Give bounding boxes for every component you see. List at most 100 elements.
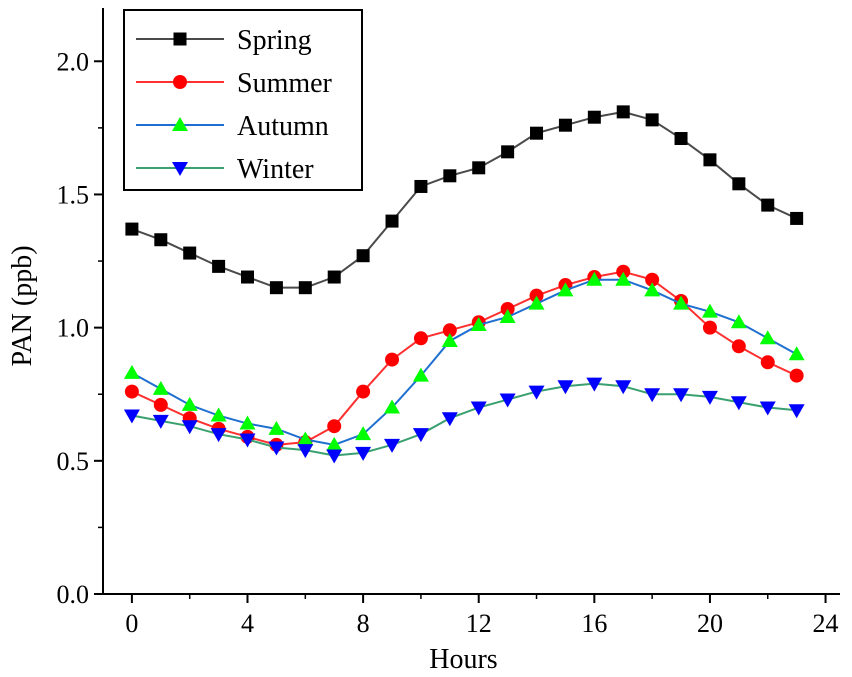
- data-point-winter: [557, 380, 574, 395]
- data-point-autumn: [210, 407, 227, 422]
- y-tick-label: 0.5: [57, 447, 90, 476]
- data-point-spring: [154, 233, 168, 247]
- data-point-winter: [152, 414, 169, 429]
- data-point-spring: [298, 281, 312, 295]
- x-tick-label: 0: [125, 609, 138, 638]
- data-point-spring: [732, 177, 746, 191]
- data-point-winter: [268, 441, 285, 456]
- data-point-autumn: [297, 431, 314, 446]
- series-autumn: [123, 271, 805, 451]
- data-point-spring: [501, 145, 515, 159]
- data-point-autumn: [152, 380, 169, 395]
- data-point-winter: [181, 420, 198, 435]
- data-point-autumn: [326, 436, 343, 451]
- data-point-autumn: [701, 303, 718, 318]
- data-point-summer: [327, 419, 342, 434]
- x-tick-label: 12: [466, 609, 492, 638]
- data-point-summer: [356, 384, 371, 399]
- y-tick-label: 2.0: [57, 47, 90, 76]
- data-point-winter: [528, 385, 545, 400]
- data-point-winter: [586, 377, 603, 392]
- data-point-spring: [443, 169, 457, 183]
- y-tick-label: 1.5: [57, 180, 90, 209]
- data-point-autumn: [528, 295, 545, 310]
- legend-label-autumn: Autumn: [237, 111, 329, 142]
- data-point-autumn: [441, 332, 458, 347]
- legend-label-summer: Summer: [237, 68, 333, 99]
- x-tick-label: 16: [581, 609, 607, 638]
- data-point-autumn: [412, 367, 429, 382]
- data-point-spring: [269, 281, 283, 295]
- data-point-autumn: [759, 330, 776, 345]
- legend-marker-spring: [173, 32, 187, 46]
- x-tick-label: 4: [241, 609, 254, 638]
- data-point-spring: [356, 249, 370, 263]
- data-point-spring: [674, 132, 688, 146]
- data-point-summer: [124, 384, 139, 399]
- data-point-winter: [441, 412, 458, 427]
- data-point-spring: [183, 246, 197, 260]
- data-point-autumn: [673, 295, 690, 310]
- data-point-autumn: [384, 399, 401, 414]
- data-point-winter: [239, 433, 256, 448]
- data-point-summer: [760, 355, 775, 370]
- data-point-autumn: [355, 426, 372, 441]
- data-point-summer: [789, 368, 804, 383]
- data-point-autumn: [499, 308, 516, 323]
- data-point-spring: [645, 113, 659, 127]
- plot-area: [123, 105, 805, 464]
- data-point-winter: [499, 393, 516, 408]
- data-point-summer: [153, 397, 168, 412]
- y-tick-label: 1.0: [57, 314, 90, 343]
- data-point-autumn: [615, 271, 632, 286]
- data-point-spring: [587, 110, 601, 124]
- data-point-winter: [470, 401, 487, 416]
- data-point-spring: [125, 222, 139, 236]
- series-winter: [123, 377, 805, 464]
- data-point-summer: [645, 272, 660, 287]
- series-spring: [125, 105, 804, 295]
- data-point-winter: [615, 380, 632, 395]
- data-point-summer: [731, 339, 746, 354]
- data-point-spring: [212, 259, 226, 273]
- legend-label-spring: Spring: [237, 25, 312, 56]
- data-point-winter: [730, 396, 747, 411]
- data-point-spring: [385, 214, 399, 228]
- legend: Spring Summer Autumn Winter: [123, 9, 363, 191]
- x-axis-title: Hours: [429, 644, 497, 675]
- data-point-winter: [759, 401, 776, 416]
- data-point-spring: [414, 179, 428, 193]
- data-point-autumn: [730, 314, 747, 329]
- data-point-autumn: [644, 282, 661, 297]
- data-point-winter: [384, 438, 401, 453]
- data-point-winter: [355, 446, 372, 461]
- data-point-winter: [644, 388, 661, 403]
- data-point-spring: [558, 118, 572, 132]
- data-point-spring: [530, 126, 544, 140]
- data-point-autumn: [788, 346, 805, 361]
- x-tick-label: 8: [357, 609, 370, 638]
- data-point-winter: [412, 428, 429, 443]
- data-point-autumn: [181, 396, 198, 411]
- data-point-summer: [702, 320, 717, 335]
- series-summer: [124, 264, 804, 452]
- data-point-autumn: [123, 364, 140, 379]
- data-point-spring: [241, 270, 255, 284]
- data-point-autumn: [557, 282, 574, 297]
- x-tick-label: 20: [697, 609, 723, 638]
- data-point-spring: [472, 161, 486, 175]
- data-point-spring: [327, 270, 341, 284]
- x-tick-label: 24: [813, 609, 839, 638]
- data-point-winter: [326, 449, 343, 464]
- legend-marker-winter: [172, 162, 188, 176]
- data-point-spring: [790, 211, 804, 225]
- data-point-winter: [297, 444, 314, 459]
- axes: 0 4 8 12 16 20 24 0.0 0.5 1.0 1.5 2.0 Hours PAN (ppb): [7, 8, 840, 675]
- data-point-autumn: [239, 415, 256, 430]
- data-point-summer: [413, 331, 428, 346]
- legend-label-winter: Winter: [237, 154, 314, 185]
- data-point-summer: [385, 352, 400, 367]
- data-point-winter: [123, 409, 140, 424]
- data-point-winter: [701, 390, 718, 405]
- y-tick-label: 0.0: [57, 580, 90, 609]
